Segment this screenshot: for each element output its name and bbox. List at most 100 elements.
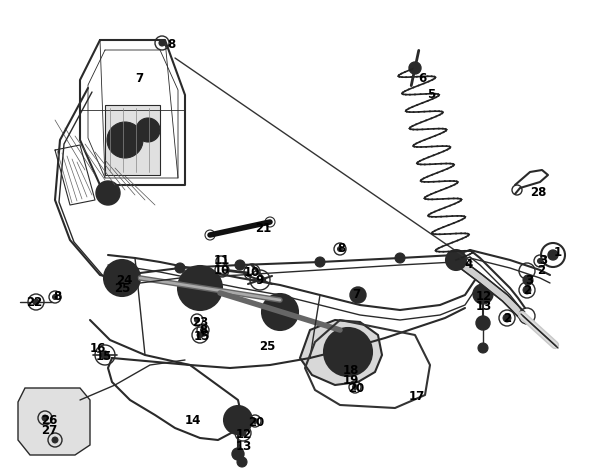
Text: 22: 22 xyxy=(26,296,42,310)
Circle shape xyxy=(548,250,558,260)
Circle shape xyxy=(195,317,200,323)
Circle shape xyxy=(478,343,488,353)
Circle shape xyxy=(211,290,215,294)
Circle shape xyxy=(315,257,325,267)
Circle shape xyxy=(178,266,222,310)
Text: 10: 10 xyxy=(214,264,230,276)
Text: 13: 13 xyxy=(236,439,252,453)
Circle shape xyxy=(473,284,493,304)
Circle shape xyxy=(342,346,354,358)
Circle shape xyxy=(33,299,39,305)
Text: 2: 2 xyxy=(523,285,531,297)
Circle shape xyxy=(237,457,247,467)
Text: 2: 2 xyxy=(503,312,511,324)
Text: 12: 12 xyxy=(236,428,252,441)
Text: 17: 17 xyxy=(409,390,425,403)
Circle shape xyxy=(212,285,216,289)
Text: 8: 8 xyxy=(167,38,175,51)
Circle shape xyxy=(224,406,252,434)
Circle shape xyxy=(262,294,298,330)
Polygon shape xyxy=(18,388,90,455)
Circle shape xyxy=(125,263,135,273)
Circle shape xyxy=(353,384,357,390)
Circle shape xyxy=(119,275,125,281)
Circle shape xyxy=(212,288,216,292)
Circle shape xyxy=(324,328,372,376)
Circle shape xyxy=(351,332,357,338)
Text: 7: 7 xyxy=(352,288,360,302)
Text: 10: 10 xyxy=(244,266,260,278)
Text: 3: 3 xyxy=(525,274,533,286)
Circle shape xyxy=(52,437,58,443)
Circle shape xyxy=(523,286,531,294)
Circle shape xyxy=(232,448,244,460)
Text: 8: 8 xyxy=(53,289,61,303)
Circle shape xyxy=(476,316,490,330)
Text: 25: 25 xyxy=(259,341,275,353)
Circle shape xyxy=(136,118,160,142)
Circle shape xyxy=(240,430,246,436)
Text: 9: 9 xyxy=(256,275,264,287)
Circle shape xyxy=(330,360,337,366)
Text: 12: 12 xyxy=(476,289,492,303)
Polygon shape xyxy=(300,320,382,385)
Circle shape xyxy=(53,294,58,300)
Circle shape xyxy=(211,281,215,285)
Text: 4: 4 xyxy=(465,258,473,272)
Text: 21: 21 xyxy=(255,221,271,235)
Circle shape xyxy=(503,314,511,322)
Text: 16: 16 xyxy=(90,342,106,355)
Circle shape xyxy=(96,181,120,205)
Text: 14: 14 xyxy=(185,415,201,428)
Circle shape xyxy=(104,260,140,296)
Text: 8: 8 xyxy=(199,323,207,336)
Text: 15: 15 xyxy=(96,351,112,363)
Circle shape xyxy=(334,338,362,366)
Circle shape xyxy=(395,253,405,263)
Circle shape xyxy=(351,366,357,372)
Text: 18: 18 xyxy=(343,363,359,377)
Text: 24: 24 xyxy=(116,274,132,286)
Circle shape xyxy=(537,258,542,264)
Circle shape xyxy=(446,250,466,270)
Circle shape xyxy=(201,327,206,332)
Text: 7: 7 xyxy=(135,72,143,85)
Circle shape xyxy=(194,282,206,294)
Circle shape xyxy=(235,260,245,270)
Polygon shape xyxy=(105,105,160,175)
Text: 26: 26 xyxy=(41,414,57,427)
Circle shape xyxy=(42,415,48,421)
Circle shape xyxy=(350,287,366,303)
Text: 2: 2 xyxy=(537,265,545,277)
Text: 5: 5 xyxy=(427,88,435,102)
Text: 19: 19 xyxy=(343,374,359,388)
Text: 8: 8 xyxy=(337,243,345,256)
Text: 20: 20 xyxy=(248,417,264,429)
Text: 25: 25 xyxy=(114,283,130,295)
Circle shape xyxy=(175,263,185,273)
Circle shape xyxy=(337,247,343,251)
Text: 20: 20 xyxy=(348,382,364,396)
Circle shape xyxy=(409,62,421,74)
Circle shape xyxy=(212,283,215,287)
Text: 11: 11 xyxy=(214,255,230,267)
Circle shape xyxy=(197,332,203,338)
Circle shape xyxy=(186,274,214,302)
Circle shape xyxy=(330,338,337,344)
Circle shape xyxy=(159,40,165,46)
Text: 28: 28 xyxy=(530,186,546,199)
Circle shape xyxy=(253,418,258,424)
Circle shape xyxy=(480,320,486,326)
Circle shape xyxy=(523,275,533,285)
Text: 27: 27 xyxy=(41,424,57,437)
Text: 3: 3 xyxy=(539,255,547,267)
Circle shape xyxy=(107,122,143,158)
Circle shape xyxy=(363,349,369,355)
Polygon shape xyxy=(453,257,524,318)
Text: 23: 23 xyxy=(192,315,208,329)
Text: 13: 13 xyxy=(476,301,492,314)
Text: 1: 1 xyxy=(554,247,562,259)
Text: 15: 15 xyxy=(194,331,210,343)
Text: 6: 6 xyxy=(418,73,426,86)
Circle shape xyxy=(101,351,109,359)
